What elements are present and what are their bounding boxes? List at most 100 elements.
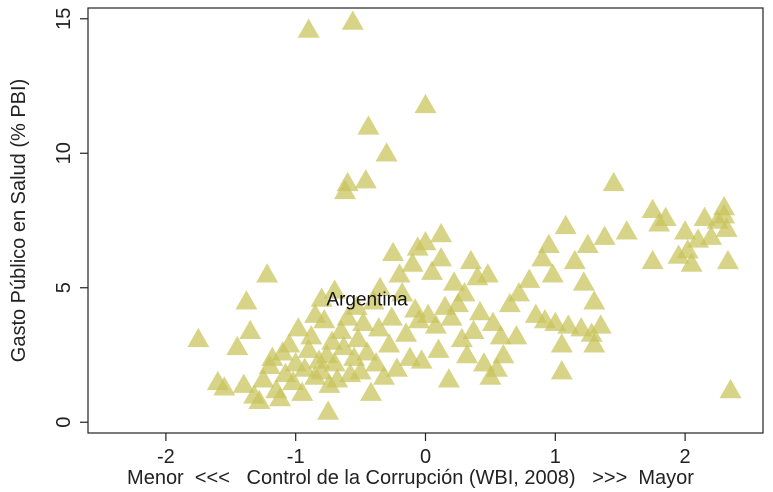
data-point [354, 169, 377, 189]
data-point [550, 333, 573, 353]
data-point [359, 381, 382, 401]
x-axis-label: Menor <<< Control de la Corrupción (WBI,… [127, 467, 694, 489]
data-point [453, 282, 476, 302]
data-point [395, 322, 418, 342]
data-point [430, 222, 453, 243]
data-point [372, 365, 395, 385]
data-point [261, 346, 284, 366]
data-point [583, 333, 606, 353]
data-point [667, 244, 690, 264]
x-tick-label: -1 [287, 446, 305, 468]
data-point [472, 352, 495, 372]
data-point [572, 271, 595, 291]
data-point [313, 309, 336, 329]
data-point [269, 387, 292, 407]
data-point [430, 247, 453, 267]
data-point [323, 279, 346, 299]
data-point [576, 233, 599, 253]
data-point [356, 341, 379, 361]
point-annotation: Argentina [326, 290, 408, 311]
data-point [676, 239, 699, 259]
data-point [297, 18, 320, 38]
y-tick-label: 15 [53, 8, 75, 30]
annotations: Argentina [326, 290, 408, 311]
data-point [321, 330, 344, 350]
data-point [680, 252, 703, 272]
data-point [641, 249, 664, 270]
data-point [450, 327, 473, 348]
data-point [330, 319, 353, 340]
data-point [256, 263, 279, 283]
data-point [291, 381, 314, 401]
data-point [715, 217, 738, 237]
data-point [293, 357, 316, 377]
data-point [239, 319, 262, 340]
data-point [349, 360, 372, 380]
data-point [380, 306, 403, 326]
data-point [498, 292, 521, 313]
data-point [365, 352, 388, 372]
data-point [310, 287, 333, 307]
data-point [323, 352, 346, 372]
data-point [336, 306, 359, 326]
data-point [336, 171, 359, 192]
data-point [369, 276, 392, 296]
data-point [357, 115, 380, 135]
data-point [485, 357, 508, 377]
data-point [716, 249, 739, 270]
data-point [226, 335, 249, 356]
data-point [278, 333, 301, 353]
data-point [531, 247, 554, 267]
data-point [459, 249, 482, 270]
data-point [427, 338, 450, 358]
data-point [446, 292, 469, 313]
data-point [443, 271, 466, 291]
data-point [388, 263, 411, 283]
data-point [589, 314, 612, 334]
data-point [232, 373, 255, 393]
data-point [362, 290, 385, 310]
data-point [352, 311, 375, 331]
data-point [440, 306, 463, 326]
data-point [187, 327, 210, 348]
data-point [287, 317, 310, 337]
data-point [367, 317, 390, 337]
data-point [641, 198, 664, 218]
data-point [235, 290, 258, 310]
data-point [326, 368, 349, 388]
data-point [550, 360, 573, 380]
data-point [385, 357, 408, 377]
data-point [332, 335, 355, 356]
x-tick-label: 2 [680, 446, 691, 468]
data-point [401, 252, 424, 272]
data-points [187, 10, 742, 420]
data-point [420, 260, 443, 280]
data-point [462, 319, 485, 340]
data-point [317, 400, 340, 420]
data-point [537, 233, 560, 253]
axes-group: -2 -1 0 1 2 0 5 10 15 [53, 7, 764, 468]
data-point [345, 295, 368, 315]
data-point [693, 206, 716, 227]
data-point [252, 368, 275, 388]
data-point [674, 220, 697, 240]
data-point [557, 314, 580, 334]
data-point [408, 309, 431, 329]
data-point [414, 231, 437, 251]
data-point [602, 171, 625, 192]
data-point [719, 378, 742, 399]
data-point [700, 225, 723, 245]
data-point [492, 343, 515, 364]
data-point [469, 300, 492, 321]
y-axis-label: Gasto Público en Salud (% PBI) [8, 79, 30, 362]
data-point [593, 225, 616, 245]
data-point [410, 349, 433, 369]
data-point [563, 249, 586, 270]
data-point [489, 325, 512, 345]
data-point [378, 333, 401, 353]
data-point [583, 290, 606, 310]
y-tick-label: 0 [53, 417, 75, 428]
data-point [518, 268, 541, 288]
data-point [544, 311, 567, 331]
